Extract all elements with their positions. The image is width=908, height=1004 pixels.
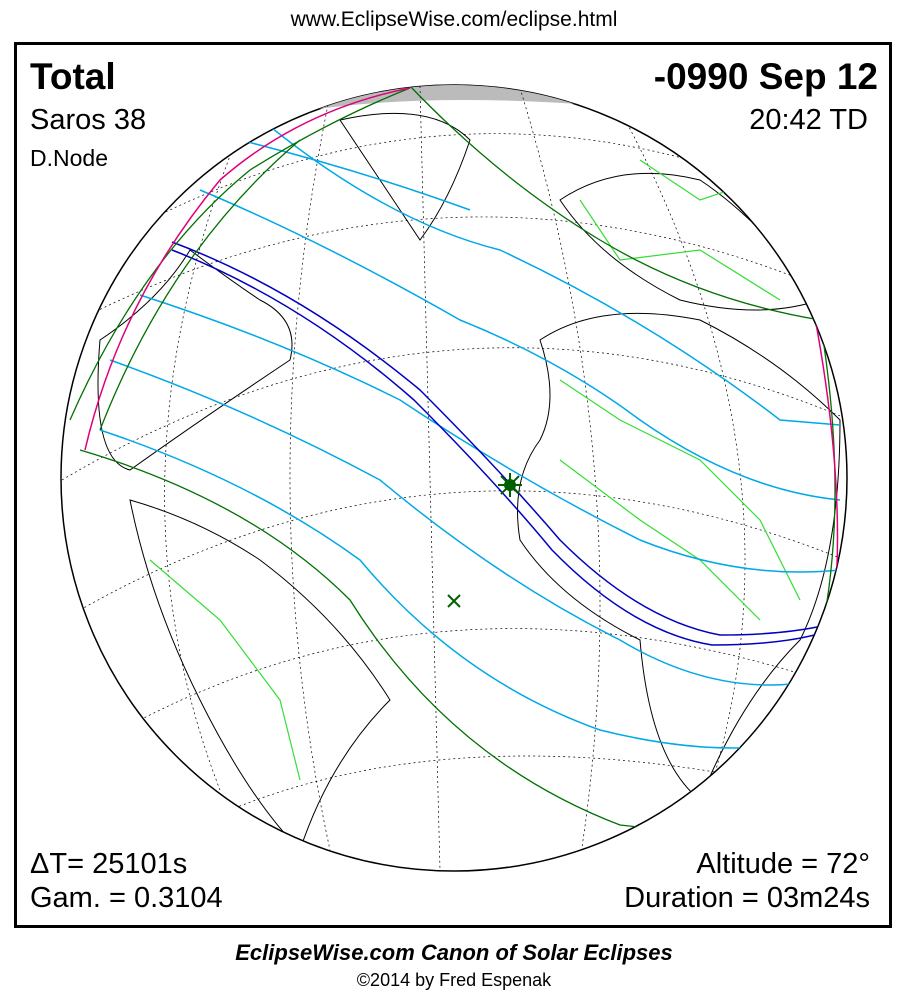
globe-outline <box>60 84 848 872</box>
political-borders <box>149 159 821 781</box>
eclipse-date: -0990 Sep 12 <box>653 56 878 97</box>
sub-solar-point-marker <box>447 594 461 608</box>
gamma: Gam. = 0.3104 <box>30 882 223 914</box>
eclipse-time: 20:42 TD <box>749 104 868 136</box>
duration: Duration = 03m24s <box>624 882 870 914</box>
footer-title: EclipseWise.com Canon of Solar Eclipses <box>235 940 673 965</box>
penumbra-limits <box>69 85 847 851</box>
source-url: www.EclipseWise.com/eclipse.html <box>290 8 618 31</box>
altitude: Altitude = 72° <box>696 848 870 880</box>
delta-t: ΔT= 25101s <box>30 848 188 880</box>
central-path-limits <box>171 241 823 646</box>
eclipse-type: Total <box>30 56 116 97</box>
copyright: ©2014 by Fred Espenak <box>356 970 552 990</box>
map-frame <box>14 42 892 928</box>
saros-number: Saros 38 <box>30 104 147 136</box>
greatest-eclipse-marker <box>498 473 522 497</box>
penumbral-lines <box>99 109 841 749</box>
node: D.Node <box>30 145 108 171</box>
